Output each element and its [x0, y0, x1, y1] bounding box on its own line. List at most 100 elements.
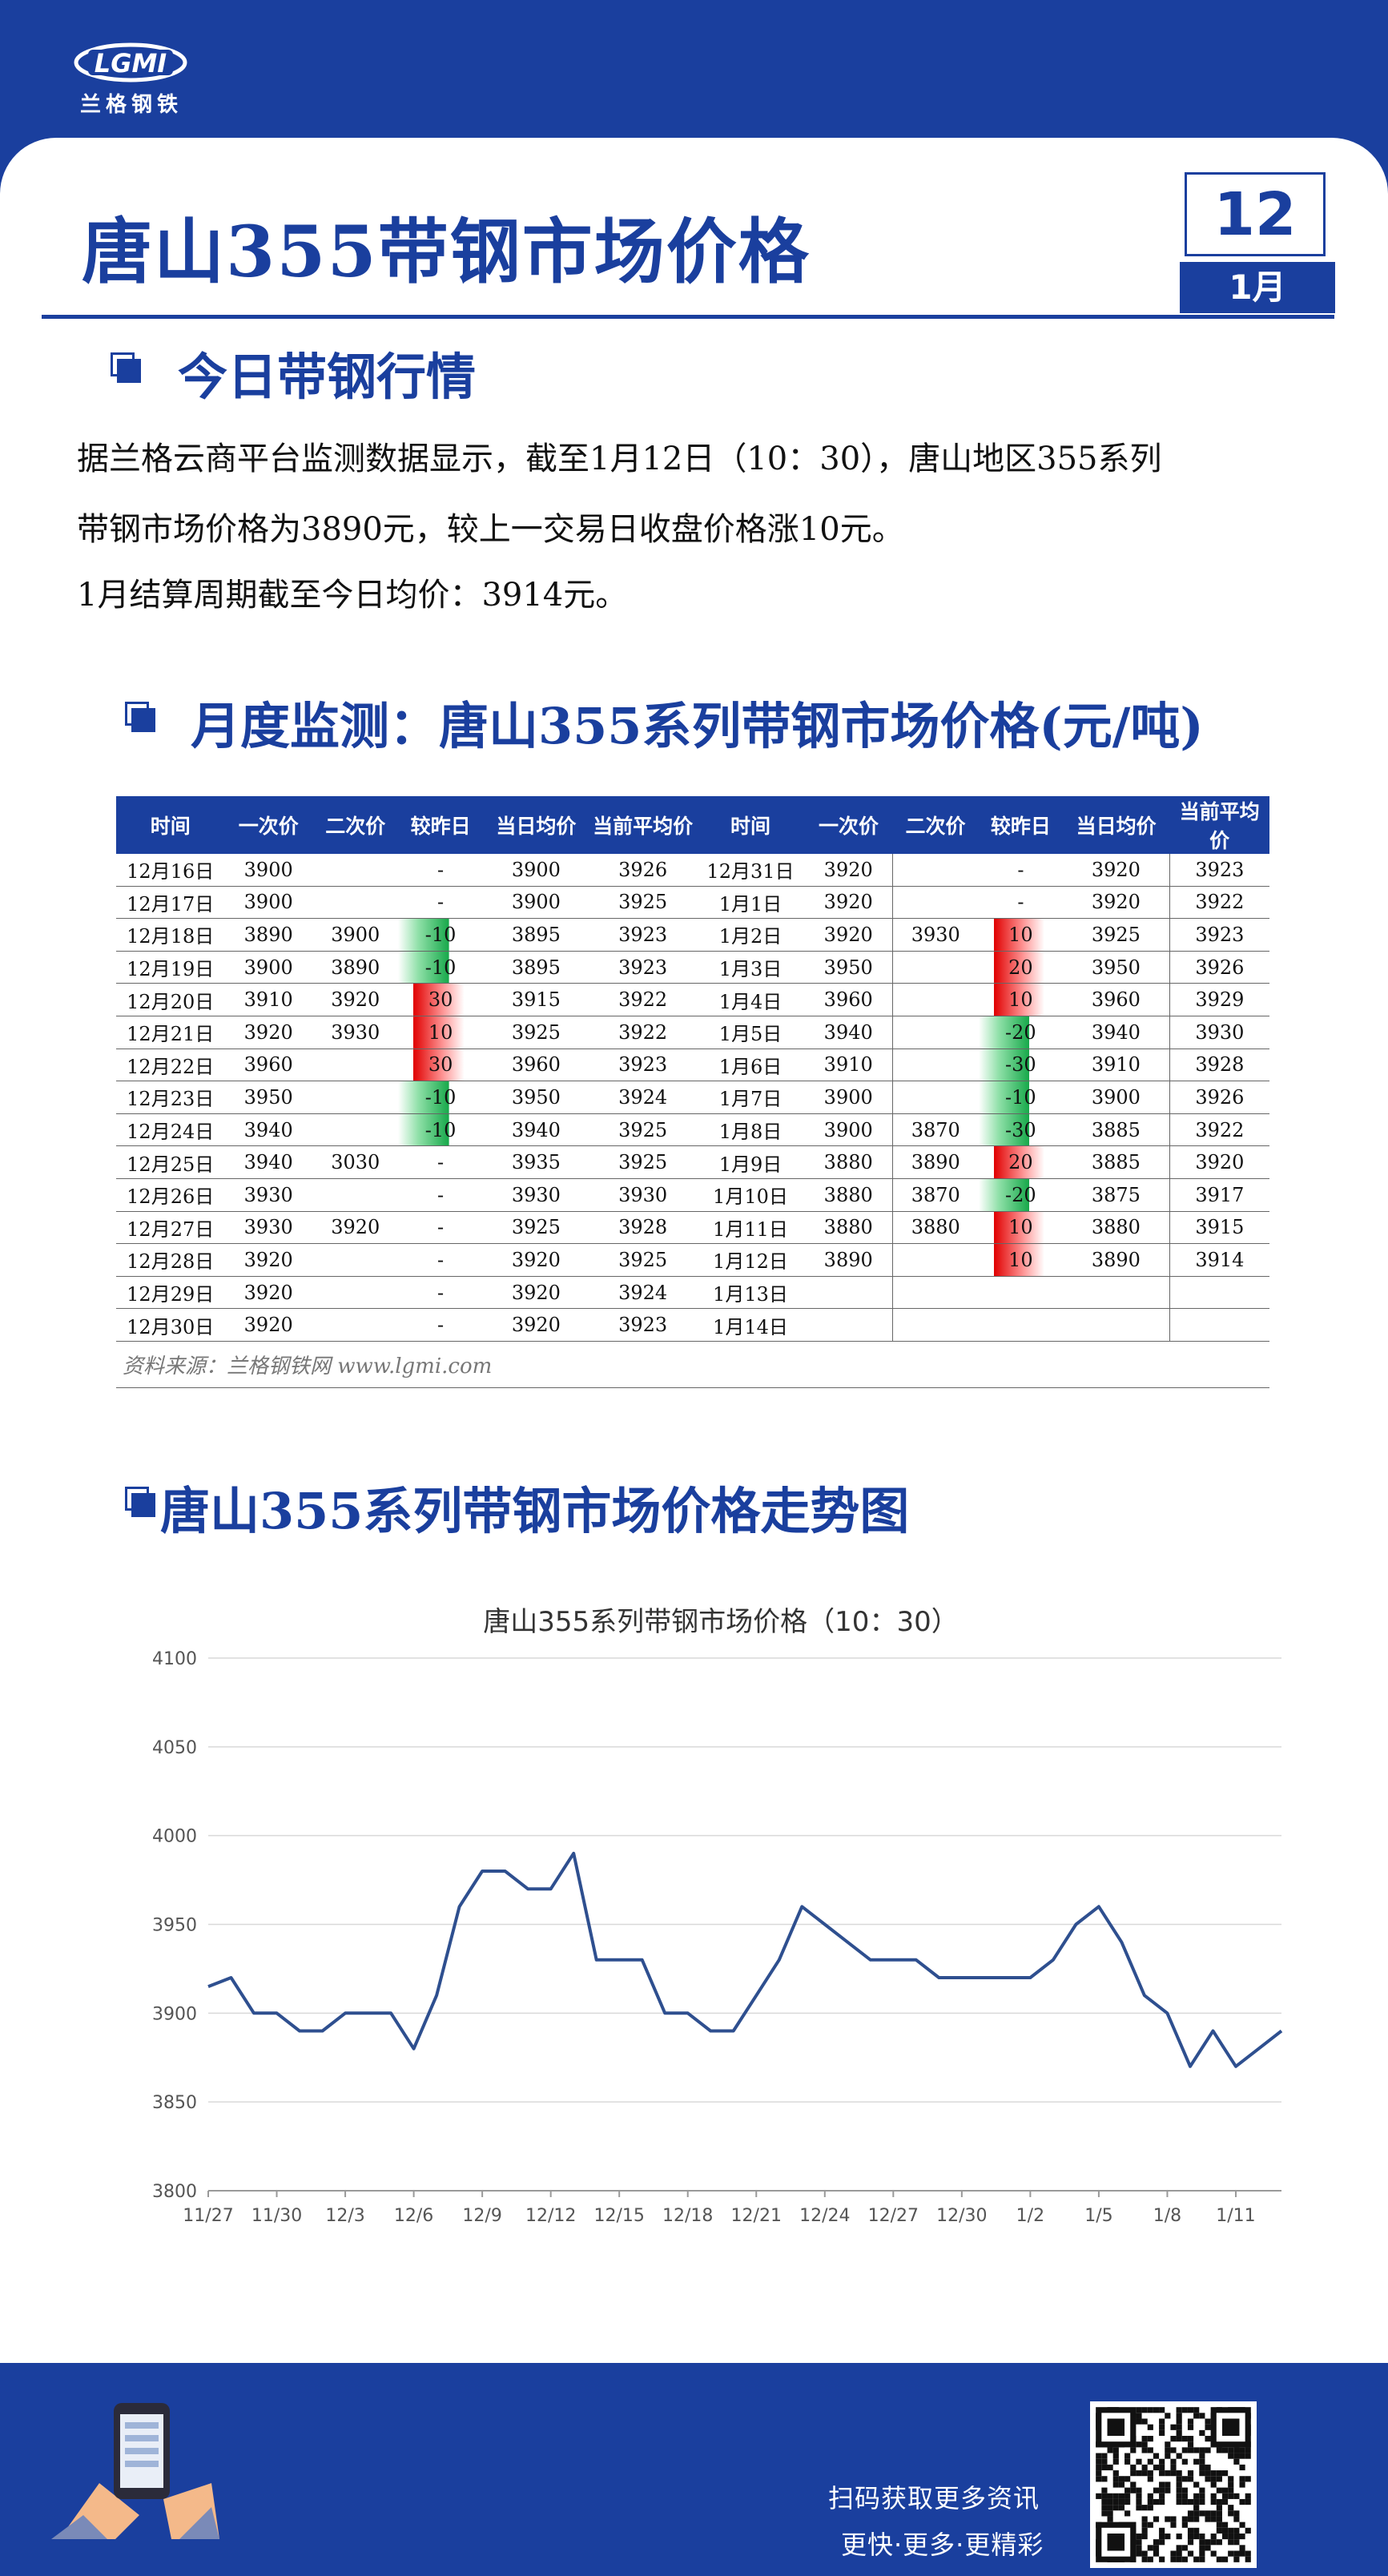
table-cell: 3920 [224, 1016, 312, 1049]
table-cell: 3930 [482, 1178, 590, 1212]
qr-module [1233, 2533, 1240, 2540]
table-cell: 3928 [589, 1211, 697, 1245]
qr-module [1112, 2447, 1119, 2453]
table-row: 12月26日 3930-3930 3930 1月10日 3880 3870 -20 3875 3… [116, 1178, 1269, 1212]
table-cell: 12月28日 [116, 1243, 225, 1277]
table-cell: 12月16日 [116, 854, 225, 887]
table-cell: -10 [398, 1113, 483, 1147]
qr-module [1216, 2527, 1222, 2534]
qr-module [1147, 2498, 1153, 2506]
price-table-wrap: 时间 一次价 二次价 较昨日 当日均价 当前平均价 时间 一次价 二次价 较昨日 当日均价 当前平均价… [116, 796, 1269, 1388]
qr-module [1153, 2516, 1160, 2522]
table-cell: 3923 [589, 1308, 697, 1342]
qr-module [1147, 2447, 1153, 2453]
table-cell: 3922 [1169, 886, 1269, 920]
table-cell: 3910 [1063, 1049, 1170, 1082]
table-cell: -10 [398, 1081, 483, 1114]
table-cell: 3890 [224, 918, 312, 952]
table-cell: - [398, 1211, 483, 1245]
x-tick-label: 12/15 [593, 2206, 644, 2226]
qr-module [1210, 2470, 1217, 2477]
qr-module [1101, 2498, 1108, 2506]
qr-module [1107, 2516, 1113, 2522]
table-cell: 3900 [482, 854, 590, 887]
table-cell: 3030 [312, 1145, 399, 1179]
qr-module [1159, 2418, 1165, 2425]
x-tick-label: 12/21 [731, 2206, 782, 2226]
qr-module [1165, 2481, 1171, 2488]
qr-module [1141, 2436, 1148, 2442]
table-cell [891, 854, 979, 887]
qr-module [1101, 2487, 1108, 2493]
qr-module [1159, 2464, 1165, 2471]
qr-module [1124, 2493, 1131, 2499]
qr-module [1147, 2470, 1153, 2477]
qr-module [1147, 2505, 1153, 2511]
qr-module [1159, 2498, 1165, 2506]
table-row: 12月24日 3940 -10 3940 3925 1月8日 3900 3870 -30 3885… [116, 1113, 1269, 1147]
table-cell: -20 [978, 1016, 1064, 1049]
qr-code[interactable] [1090, 2401, 1257, 2568]
qr-module [1159, 2424, 1165, 2430]
qr-module [1216, 2505, 1222, 2511]
qr-module [1228, 2539, 1234, 2546]
table-row: 12月17日 3900-3900 3925 1月1日 3920-3920 3922 [116, 886, 1269, 920]
qr-module [1118, 2493, 1125, 2499]
qr-module [1216, 2539, 1222, 2546]
qr-module [1176, 2481, 1182, 2488]
qr-module [1228, 2533, 1234, 2540]
table-cell: 3923 [589, 951, 697, 984]
table-cell: 1月6日 [696, 1049, 805, 1082]
table-cell [312, 886, 399, 920]
today-heading: 今日带钢行情 [178, 348, 477, 406]
table-cell: 3920 [1063, 854, 1170, 887]
column-header: 当前平均价 [589, 796, 697, 854]
y-tick-label: 3850 [152, 2093, 197, 2113]
qr-module [1176, 2556, 1182, 2562]
table-cell: 3920 [804, 854, 893, 887]
qr-module [1159, 2556, 1165, 2562]
qr-module [1176, 2407, 1182, 2413]
x-tick-label: 1/2 [1016, 2206, 1044, 2226]
table-cell: 3923 [1169, 854, 1269, 887]
monthly-heading: 月度监测：唐山355系列带钢市场价格(元/吨) [191, 697, 1204, 755]
table-cell: 3900 [312, 918, 399, 952]
table-cell: 3950 [482, 1081, 590, 1114]
table-cell: 3940 [224, 1113, 312, 1147]
qr-module [1199, 2429, 1205, 2437]
qr-module [1165, 2413, 1171, 2419]
qr-module [1147, 2407, 1153, 2413]
qr-module [1159, 2429, 1165, 2437]
qr-module [1233, 2550, 1240, 2557]
qr-module [1118, 2498, 1125, 2506]
qr-module [1147, 2458, 1153, 2465]
table-cell [312, 854, 399, 887]
qr-module [1096, 2464, 1102, 2471]
table-cell [891, 983, 979, 1016]
qr-module [1101, 2493, 1108, 2499]
table-row: 12月22日 3960 30 3960 3923 1月6日 3910 -30 3910 3928 [116, 1049, 1269, 1082]
qr-module [1205, 2510, 1211, 2517]
qr-module [1101, 2510, 1108, 2517]
qr-module [1228, 2493, 1234, 2499]
qr-module [1176, 2453, 1182, 2459]
qr-module [1170, 2447, 1177, 2453]
qr-module [1170, 2470, 1177, 2477]
x-tick-label: 12/6 [394, 2206, 433, 2226]
qr-module [1239, 2447, 1245, 2453]
qr-module [1245, 2498, 1251, 2506]
table-cell: 3920 [482, 1276, 590, 1310]
qr-module [1221, 2487, 1229, 2493]
qr-module [1165, 2453, 1171, 2459]
table-cell [804, 1276, 893, 1310]
qr-module [1112, 2498, 1119, 2506]
data-source: 资料来源：兰格钢铁网 www.lgmi.com [116, 1342, 1269, 1388]
table-cell: 12月19日 [116, 951, 225, 984]
qr-module [1216, 2556, 1222, 2562]
qr-module [1136, 2470, 1142, 2477]
qr-module [1136, 2413, 1142, 2419]
table-cell: 3925 [589, 1243, 697, 1277]
qr-module [1112, 2458, 1119, 2465]
qr-module [1228, 2476, 1234, 2482]
qr-module [1245, 2447, 1251, 2453]
